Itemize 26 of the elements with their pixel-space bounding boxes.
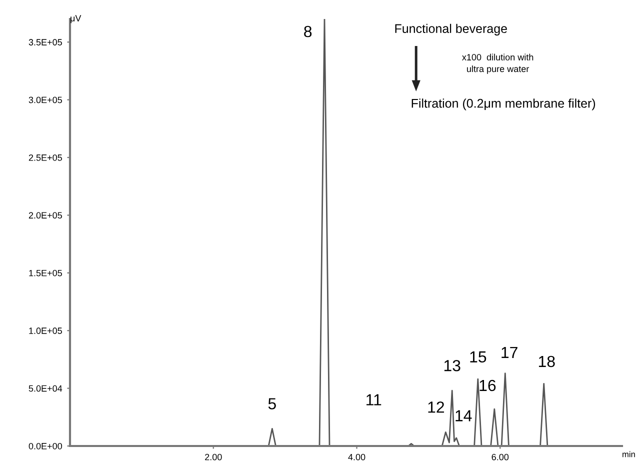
- y-tick-label: 0.0E+00: [28, 442, 62, 450]
- y-tick-label: 3.5E+05: [28, 39, 62, 46]
- annotation: Filtration (0.2μm membrane filter): [412, 98, 596, 110]
- x-tick-label: 6.00: [492, 454, 509, 460]
- annotation: 15: [470, 351, 486, 363]
- annotation: 11: [366, 394, 382, 406]
- annotation: 13: [444, 360, 460, 372]
- y-tick-label: 1.5E+05: [29, 270, 62, 276]
- y-tick-label: 3.0E+05: [28, 96, 62, 104]
- y-tick-label: 2.0E+05: [28, 212, 62, 219]
- annotation: 17: [502, 346, 518, 358]
- annotation: 5: [268, 398, 276, 410]
- annotation: 18: [538, 356, 555, 368]
- annotation: 8: [304, 26, 312, 38]
- y-axis-title: μV: [70, 15, 82, 24]
- annotation: 14: [456, 410, 472, 422]
- x-axis-title: min: [622, 451, 635, 458]
- x-tick-label: 4.00: [348, 454, 366, 460]
- annotation: Functional beverage: [395, 24, 507, 36]
- x-tick-label: 2.00: [205, 454, 222, 460]
- y-tick-label: 1.0E+05: [29, 328, 62, 334]
- annotation: 12: [428, 402, 444, 413]
- annotation: 16: [480, 380, 496, 392]
- annotation: x100 dilution with ultra pure water: [462, 54, 534, 74]
- y-tick-label: 2.5E+05: [28, 154, 62, 161]
- y-tick-label: 5.0E+04: [28, 385, 62, 392]
